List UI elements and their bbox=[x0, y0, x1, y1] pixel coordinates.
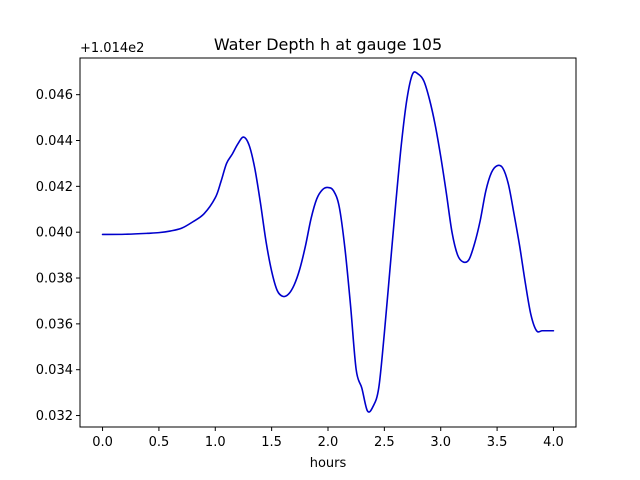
y-axis-ticks: 0.032 0.034 0.036 0.038 0.040 0.042 0.044 0.046 bbox=[36, 88, 80, 424]
y-tick-label: 0.046 bbox=[36, 88, 73, 103]
x-tick-label: 3.5 bbox=[487, 435, 508, 450]
x-tick-label: 1.5 bbox=[261, 435, 282, 450]
y-tick-label: 0.042 bbox=[36, 180, 73, 195]
y-tick-label: 0.036 bbox=[36, 317, 73, 332]
x-tick-label: 2.0 bbox=[318, 435, 339, 450]
x-tick-label: 2.5 bbox=[374, 435, 395, 450]
x-tick-label: 3.0 bbox=[430, 435, 451, 450]
x-tick-label: 0.5 bbox=[149, 435, 170, 450]
y-tick-label: 0.032 bbox=[36, 409, 73, 424]
x-tick-label: 4.0 bbox=[543, 435, 564, 450]
x-tick-label: 1.0 bbox=[205, 435, 226, 450]
chart-title: Water Depth h at gauge 105 bbox=[214, 35, 442, 54]
x-axis-ticks: 0.0 0.5 1.0 1.5 2.0 2.5 3.0 3.5 4.0 bbox=[92, 427, 564, 450]
series-line bbox=[101, 71, 555, 413]
y-tick-label: 0.038 bbox=[36, 272, 73, 287]
y-tick-label: 0.044 bbox=[36, 134, 73, 149]
y-tick-label: 0.040 bbox=[36, 226, 73, 241]
x-axis-label: hours bbox=[310, 456, 347, 471]
y-tick-label: 0.034 bbox=[36, 363, 73, 378]
x-tick-label: 0.0 bbox=[92, 435, 113, 450]
y-axis-offset-label: +1.014e2 bbox=[80, 41, 144, 56]
plot-frame bbox=[79, 57, 577, 428]
